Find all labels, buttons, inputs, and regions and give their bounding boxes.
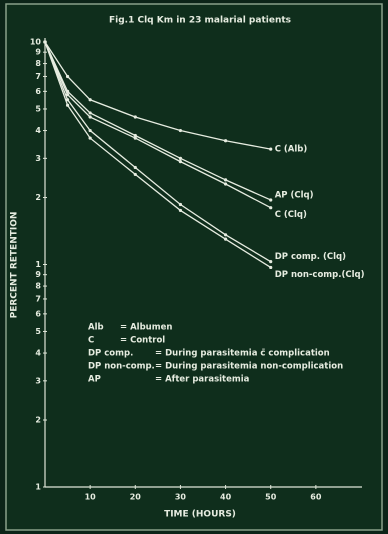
y-tick-label: 1 (35, 483, 41, 492)
y-tick-label: 7 (35, 72, 41, 81)
y-tick-label: 2 (35, 416, 41, 425)
data-point (65, 98, 70, 102)
y-axis-label: PERCENT RETENTION (10, 212, 20, 319)
data-point (133, 136, 137, 140)
data-point (178, 202, 183, 207)
y-tick-label: 4 (35, 349, 41, 358)
series-label: DP non-comp.(Clq) (275, 270, 365, 280)
x-tick-label: 20 (130, 493, 142, 502)
y-tick-label: 9 (35, 270, 41, 279)
y-tick-label: 6 (35, 309, 41, 318)
y-tick-label: 9 (35, 48, 41, 57)
y-tick-label: 8 (35, 282, 41, 291)
data-point (178, 128, 183, 133)
y-tick-label: 7 (35, 294, 41, 303)
x-tick-label: 10 (85, 493, 97, 502)
x-tick-label: 60 (310, 493, 322, 502)
legend-abbr: Alb (88, 323, 104, 333)
data-point (88, 115, 92, 119)
data-point (269, 147, 273, 151)
data-point (88, 128, 92, 133)
legend-text: = During parasitemia non-complication (155, 362, 343, 372)
y-tick-label: 5 (35, 327, 41, 336)
series-label: DP comp. (Clq) (275, 252, 346, 262)
y-tick-label: 10 (30, 38, 42, 47)
data-point (43, 40, 47, 44)
data-point (88, 111, 92, 115)
data-point (88, 136, 92, 140)
x-tick-label: 30 (175, 493, 187, 502)
y-tick-label: 8 (35, 59, 41, 68)
data-point (178, 156, 183, 160)
data-point (133, 165, 137, 170)
y-tick-label: 3 (35, 376, 41, 385)
data-point (223, 182, 228, 186)
legend-text: = Control (120, 336, 165, 346)
data-point (223, 139, 228, 143)
data-point (65, 93, 70, 97)
y-tick-label: 3 (35, 154, 41, 163)
series-label: C (Alb) (275, 145, 308, 155)
chart-title: Fig.1 Clq Km in 23 malarial patients (109, 16, 291, 26)
y-tick-label: 6 (35, 87, 41, 96)
data-point (178, 160, 183, 164)
legend-abbr: DP comp. (88, 349, 133, 359)
y-tick-label: 2 (35, 193, 41, 202)
data-point (65, 103, 70, 107)
legend-abbr: C (88, 336, 94, 346)
data-point (223, 178, 228, 182)
data-point (133, 133, 137, 138)
data-point (269, 206, 273, 210)
legend-text: = Albumen (120, 323, 172, 333)
y-tick-label: 4 (35, 126, 41, 135)
data-point (223, 233, 228, 237)
y-tick-label: 1 (35, 260, 41, 269)
data-point (269, 265, 273, 270)
x-tick-label: 40 (220, 493, 232, 502)
x-tick-label: 50 (265, 493, 277, 502)
data-point (269, 198, 273, 202)
series-label: C (Clq) (275, 210, 307, 220)
legend-abbr: DP non-comp. (88, 362, 155, 372)
data-point (88, 98, 92, 102)
legend-abbr: AP (88, 375, 101, 385)
data-point (269, 260, 273, 264)
data-point (223, 237, 228, 241)
data-point (65, 74, 70, 79)
data-point (133, 115, 137, 119)
y-tick-label: 5 (35, 104, 41, 113)
series-label: AP (Clq) (275, 190, 314, 200)
legend-text: = During parasitemia c̄ complication (155, 349, 330, 359)
data-point (178, 208, 183, 213)
legend-text: = After parasitemia (155, 375, 250, 385)
data-point (133, 172, 137, 177)
x-axis-label: TIME (HOURS) (164, 510, 236, 520)
